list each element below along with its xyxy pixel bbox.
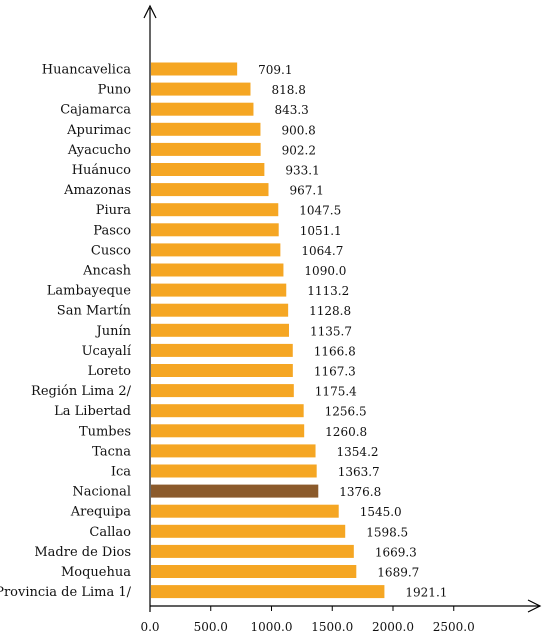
value-label: 818.8 (271, 83, 305, 97)
bar (151, 102, 254, 116)
bar (151, 263, 284, 277)
value-label: 1090.0 (304, 264, 346, 278)
x-tick-label: 1000.0 (251, 620, 293, 634)
category-label: Tumbes (79, 424, 131, 439)
category-label: Arequipa (70, 505, 131, 520)
category-label: Huancavelica (42, 63, 131, 78)
x-axis-ticks: 0.0 500.0 1000.0 1500.0 2000.0 2500.0 (140, 606, 475, 634)
category-label: Callao (89, 525, 131, 540)
category-label: San Martín (57, 304, 132, 319)
value-label: 1113.2 (307, 284, 349, 298)
bar (151, 424, 305, 438)
value-label: 902.2 (282, 143, 316, 157)
category-label: Tacna (92, 444, 131, 459)
category-label: Amazonas (63, 183, 131, 198)
value-label: 900.8 (281, 123, 315, 137)
bars-group (151, 62, 385, 599)
bar (151, 223, 279, 237)
value-label: 1256.5 (325, 405, 367, 419)
category-label: Huánuco (72, 163, 131, 178)
bar (151, 142, 261, 156)
value-label: 1921.1 (405, 586, 447, 600)
category-label: Puno (98, 83, 131, 98)
value-label: 1128.8 (309, 304, 351, 318)
bar (151, 203, 279, 217)
category-label: Región Lima 2/ (31, 384, 132, 399)
value-label: 1363.7 (338, 465, 380, 479)
category-labels: Huancavelica Puno Cajamarca Apurimac Ayacuch… (0, 63, 132, 601)
category-label: Madre de Dios (34, 545, 131, 560)
value-label: 1047.5 (299, 204, 341, 218)
value-label: 1175.4 (315, 385, 357, 399)
value-label: 1669.3 (375, 545, 417, 559)
value-label: 1598.5 (366, 525, 408, 539)
category-label: Apurimac (66, 123, 131, 138)
value-label: 1689.7 (377, 566, 419, 580)
value-label: 1260.8 (325, 425, 367, 439)
category-label: La Libertad (54, 404, 131, 419)
value-label: 967.1 (290, 184, 324, 198)
value-label: 1376.8 (339, 485, 381, 499)
bar (151, 243, 281, 257)
category-label: Moquehua (61, 565, 131, 580)
y-axis-arrow (143, 4, 157, 19)
value-labels: 709.1 818.8 843.3 900.8 902.2 933.1 967.1 1047.… (258, 63, 447, 600)
category-label: Pasco (93, 223, 131, 238)
value-label: 1545.0 (360, 505, 402, 519)
category-label: Cusco (91, 243, 131, 258)
bar (151, 82, 251, 96)
bar (151, 524, 346, 538)
value-label: 1064.7 (301, 244, 343, 258)
x-axis-arrow (527, 599, 542, 613)
bar (151, 464, 317, 478)
x-tick-label: 2000.0 (372, 620, 414, 634)
bar (151, 283, 287, 297)
category-label: Loreto (88, 364, 132, 379)
bar (151, 565, 357, 578)
category-label: Junín (95, 324, 132, 339)
value-label: 1167.3 (314, 365, 356, 379)
bar (151, 62, 238, 76)
x-tick-label: 1500.0 (311, 620, 353, 634)
category-label: Ucayalí (82, 344, 132, 359)
category-label: Ica (111, 465, 131, 480)
bar (151, 303, 289, 317)
value-label: 1166.8 (314, 344, 356, 358)
category-label: Nacional (72, 485, 131, 500)
value-label: 933.1 (285, 164, 319, 178)
bar (151, 323, 289, 337)
x-tick-label: 0.0 (140, 620, 159, 634)
bar (151, 444, 316, 458)
category-label: Cajamarca (60, 103, 131, 118)
bar (151, 343, 293, 357)
bar (151, 544, 354, 558)
bar (151, 504, 339, 518)
value-label: 1135.7 (310, 324, 352, 338)
bar (151, 163, 265, 176)
category-label: Ayacucho (67, 143, 131, 158)
x-tick-label: 500.0 (194, 620, 228, 634)
bar (151, 364, 293, 377)
x-tick-label: 2500.0 (433, 620, 475, 634)
value-label: 709.1 (258, 63, 292, 77)
bar (151, 384, 294, 398)
category-label: Provincia de Lima 1/ (0, 585, 132, 600)
value-label: 1354.2 (337, 445, 379, 459)
bar (151, 404, 304, 418)
category-label: Piura (96, 203, 131, 218)
bar (151, 122, 261, 136)
value-label: 1051.1 (300, 224, 342, 238)
bar (151, 183, 269, 197)
bar (151, 484, 319, 498)
bar (151, 585, 385, 599)
category-label: Ancash (82, 264, 131, 279)
value-label: 843.3 (274, 103, 308, 117)
category-label: Lambayeque (47, 284, 132, 299)
